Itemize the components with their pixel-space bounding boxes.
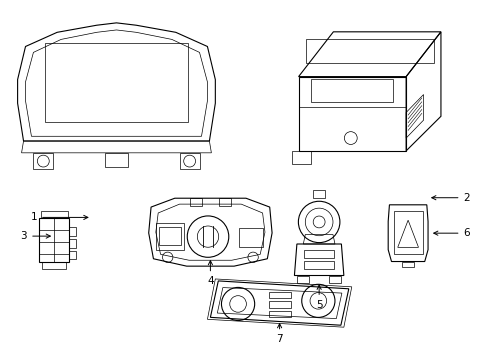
Text: 5: 5 (315, 285, 322, 310)
Text: 1: 1 (30, 212, 88, 222)
Text: 6: 6 (433, 228, 469, 238)
Text: 2: 2 (431, 193, 469, 203)
Text: 4: 4 (206, 261, 213, 286)
Text: 3: 3 (20, 231, 50, 241)
Text: 7: 7 (276, 324, 283, 345)
